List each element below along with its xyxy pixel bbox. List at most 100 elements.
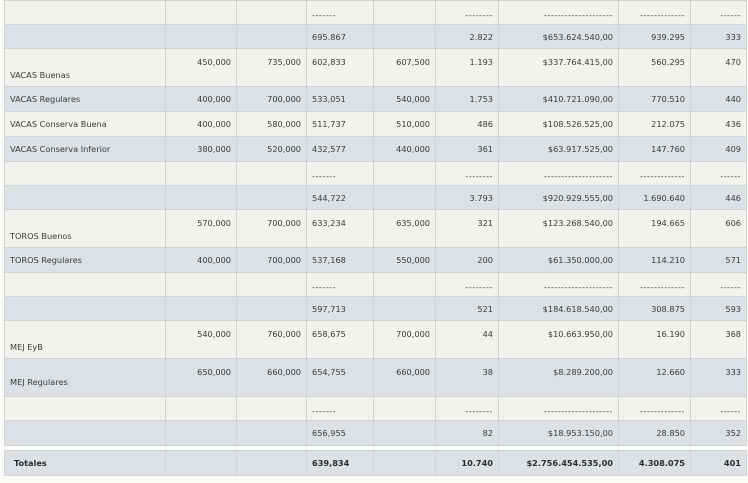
table-cell: 12.660 — [618, 358, 691, 397]
table-cell: 570,000 — [165, 209, 237, 248]
table-cell: -------------------- — [498, 161, 619, 186]
table-cell: 700,000 — [373, 320, 436, 359]
table-cell: 3.793 — [435, 185, 499, 210]
row-label: MEJ EyB — [4, 320, 166, 359]
table-cell — [373, 161, 436, 186]
table-cell — [4, 296, 166, 321]
table-cell: 446 — [690, 185, 747, 210]
table-cell: 560.295 — [618, 48, 691, 87]
table-cell: 440,000 — [373, 136, 436, 162]
table-cell — [236, 396, 307, 421]
table-cell: 939.295 — [618, 24, 691, 49]
table-cell: $108.526.525,00 — [498, 111, 619, 137]
table-cell: -------------------- — [498, 396, 619, 421]
table-cell — [373, 24, 436, 49]
table-cell: 212.075 — [618, 111, 691, 137]
table-cell: 510,000 — [373, 111, 436, 137]
table-cell: 571 — [690, 247, 747, 273]
row-label: TOROS Buenos — [4, 209, 166, 248]
table-cell: $123.268.540,00 — [498, 209, 619, 248]
table-cell — [165, 296, 237, 321]
table-cell — [4, 24, 166, 49]
table-row: VACAS Conserva Inferior 380,000 520,000 … — [4, 136, 747, 162]
table-cell: ------------- — [618, 0, 691, 25]
row-label: MEJ Regulares — [4, 358, 166, 397]
table-row: MEJ EyB 540,000 760,000 658,675 700,000 … — [4, 320, 747, 359]
table-cell — [165, 0, 237, 25]
table-cell: ------- — [306, 272, 374, 297]
table-cell: 521 — [435, 296, 499, 321]
table-cell: ------- — [306, 396, 374, 421]
table-cell: 606 — [690, 209, 747, 248]
table-cell — [4, 185, 166, 210]
table-cell — [165, 396, 237, 421]
totals-row: Totales 639,834 10.740 $2.756.454.535,00… — [4, 450, 747, 476]
table-cell: 735,000 — [236, 48, 307, 87]
table-cell: 4.308.075 — [618, 450, 691, 476]
table-cell: $63.917.525,00 — [498, 136, 619, 162]
table-cell: $18.953.150,00 — [498, 420, 619, 446]
table-cell — [373, 0, 436, 25]
table-cell — [236, 161, 307, 186]
table-cell: 540,000 — [165, 320, 237, 359]
table-cell: 1.690.640 — [618, 185, 691, 210]
table-cell: 770.510 — [618, 86, 691, 112]
row-label: TOROS Regulares — [4, 247, 166, 273]
table-cell — [236, 296, 307, 321]
table-cell: 660,000 — [373, 358, 436, 397]
table-cell — [236, 420, 307, 446]
table-cell: 654,755 — [306, 358, 374, 397]
table-cell: 368 — [690, 320, 747, 359]
table-cell — [4, 420, 166, 446]
table-cell — [236, 450, 307, 476]
table-cell: 597,713 — [306, 296, 374, 321]
totals-label: Totales — [4, 450, 166, 476]
table-cell: 401 — [690, 450, 747, 476]
table-row: ------- -------- -------------------- --… — [4, 0, 747, 25]
table-cell — [236, 0, 307, 25]
table-cell — [236, 185, 307, 210]
table-cell: 633,234 — [306, 209, 374, 248]
table-row: ------- -------- -------------------- --… — [4, 272, 747, 297]
table-cell — [373, 185, 436, 210]
table-cell: 650,000 — [165, 358, 237, 397]
table-cell: 593 — [690, 296, 747, 321]
table-cell — [4, 161, 166, 186]
table-row: ------- -------- -------------------- --… — [4, 396, 747, 421]
table-cell: $410.721.090,00 — [498, 86, 619, 112]
table-cell: 361 — [435, 136, 499, 162]
table-cell: 147.760 — [618, 136, 691, 162]
table-cell: ------------- — [618, 272, 691, 297]
table-row: TOROS Regulares 400,000 700,000 537,168 … — [4, 247, 747, 273]
table-cell: ------ — [690, 0, 747, 25]
table-cell: 607,500 — [373, 48, 436, 87]
table-cell: 440 — [690, 86, 747, 112]
table-cell — [4, 396, 166, 421]
table-row: 597,713 521 $184.618.540,00 308.875 593 — [4, 296, 747, 321]
table-cell — [373, 420, 436, 446]
table-cell: 511,737 — [306, 111, 374, 137]
table-cell: 760,000 — [236, 320, 307, 359]
table-cell — [373, 272, 436, 297]
table-cell: 16.190 — [618, 320, 691, 359]
table-cell: ------------- — [618, 396, 691, 421]
table-row: 656,955 82 $18.953.150,00 28.850 352 — [4, 420, 747, 446]
table-cell: 537,168 — [306, 247, 374, 273]
table-cell: 470 — [690, 48, 747, 87]
table-row: VACAS Buenas 450,000 735,000 602,833 607… — [4, 48, 747, 87]
table-cell: 333 — [690, 24, 747, 49]
table-cell: 1.193 — [435, 48, 499, 87]
table-cell: $337.764.415,00 — [498, 48, 619, 87]
table-cell — [165, 272, 237, 297]
table-cell: 639,834 — [306, 450, 374, 476]
table-cell: 700,000 — [236, 209, 307, 248]
table-cell: -------------------- — [498, 0, 619, 25]
table-cell: 700,000 — [236, 86, 307, 112]
table-cell: -------- — [435, 272, 499, 297]
table-cell: $2.756.454.535,00 — [498, 450, 619, 476]
table-cell: ------- — [306, 0, 374, 25]
row-label: VACAS Conserva Inferior — [4, 136, 166, 162]
table-cell — [373, 450, 436, 476]
table-cell: 450,000 — [165, 48, 237, 87]
